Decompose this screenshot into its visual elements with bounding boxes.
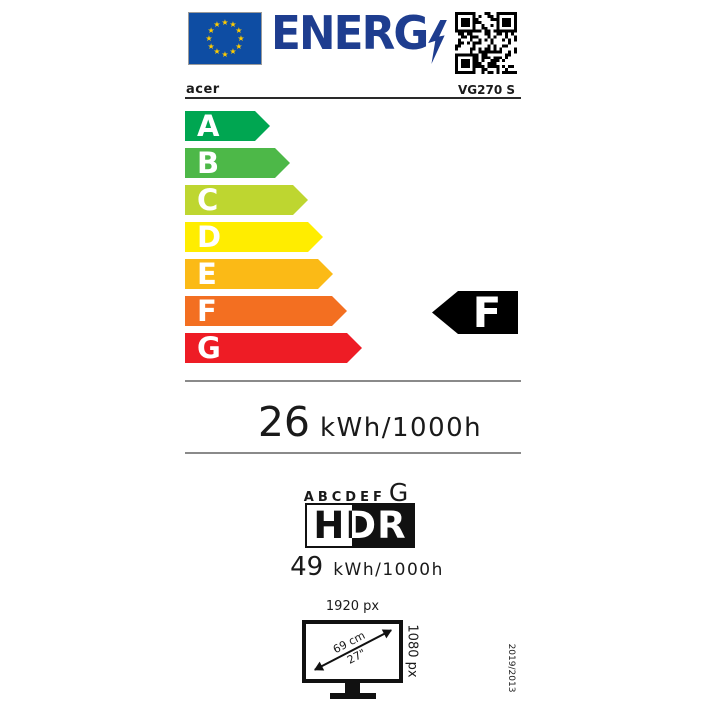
hdr-scale-letter: B (317, 490, 328, 505)
grade-arrow-c: C (185, 185, 308, 215)
grade-arrow-b: B (185, 148, 290, 178)
hdr-scale-letter: D (345, 490, 357, 505)
grade-arrow-f: F (185, 296, 347, 326)
hdr-scale-letter: C (331, 490, 342, 505)
hdr-scale-letter: A (303, 490, 314, 505)
hdr-energy-value: 49 (290, 552, 324, 582)
grade-letter: B (197, 146, 220, 180)
hdr-scale-letter: F (372, 490, 382, 505)
star-icon: ★ (237, 33, 245, 43)
lightning-bolt-icon (428, 20, 447, 64)
rating-letter: F (472, 288, 502, 337)
qr-code (455, 12, 517, 74)
rating-indicator-arrow: F (432, 291, 518, 334)
hdr-grade-scale: A B C D E F G (187, 480, 523, 505)
hdr-logo-dark-half (352, 505, 413, 546)
grade-letter: D (197, 220, 222, 254)
grade-letter: A (197, 109, 220, 143)
header-divider (185, 97, 521, 99)
energy-unit: kWh/1000h (320, 413, 483, 443)
energ-wordmark: ENERG (271, 6, 429, 60)
energy-value: 26 (257, 398, 310, 446)
grade-arrow-g: G (185, 333, 362, 363)
grade-arrow-e: E (185, 259, 333, 289)
grade-letter: G (197, 331, 221, 365)
star-icon: ★ (205, 33, 213, 43)
monitor-stand-neck (345, 683, 360, 693)
star-icon: ★ (207, 25, 215, 35)
star-icon: ★ (235, 25, 243, 35)
hdr-energy-unit: kWh/1000h (333, 560, 444, 580)
grade-letter: E (197, 257, 217, 291)
star-icon: ★ (229, 19, 237, 29)
eu-flag-icon: ★ ★ ★ ★ ★ ★ ★ ★ ★ ★ ★ ★ (188, 12, 262, 65)
screen-width-label: 1920 px (325, 599, 380, 614)
brand-name: acer (186, 82, 220, 97)
star-icon: ★ (213, 19, 221, 29)
star-icon: ★ (221, 49, 229, 59)
hdr-energy-consumption-row: 49 kWh/1000h (199, 554, 535, 580)
grade-arrow-a: A (185, 111, 270, 141)
hdr-grade-highlight: G (388, 478, 409, 507)
star-icon: ★ (235, 41, 243, 51)
regulation-number: 2019/2013 (506, 643, 516, 693)
hdr-logo: HDR HDR (305, 503, 415, 548)
hdr-scale-letter: E (360, 490, 369, 505)
energy-consumption-row: 26 kWh/1000h (202, 402, 538, 443)
star-icon: ★ (207, 41, 215, 51)
section-divider (185, 452, 521, 454)
grade-letter: F (197, 294, 217, 328)
screen-height-label: 1080 px (404, 624, 420, 678)
hdr-logo-text: HDR (313, 504, 407, 547)
grade-arrow-d: D (185, 222, 323, 252)
star-icon: ★ (221, 17, 229, 27)
label-column: ★ ★ ★ ★ ★ ★ ★ ★ ★ ★ ★ ★ ENERG acer VG270 S A B C D … (185, 0, 521, 705)
grade-letter: C (197, 183, 219, 217)
star-icon: ★ (213, 47, 221, 57)
star-icon: ★ (229, 47, 237, 57)
section-divider (185, 380, 521, 382)
monitor-stand-base (330, 693, 376, 699)
model-number: VG270 S (457, 83, 515, 97)
